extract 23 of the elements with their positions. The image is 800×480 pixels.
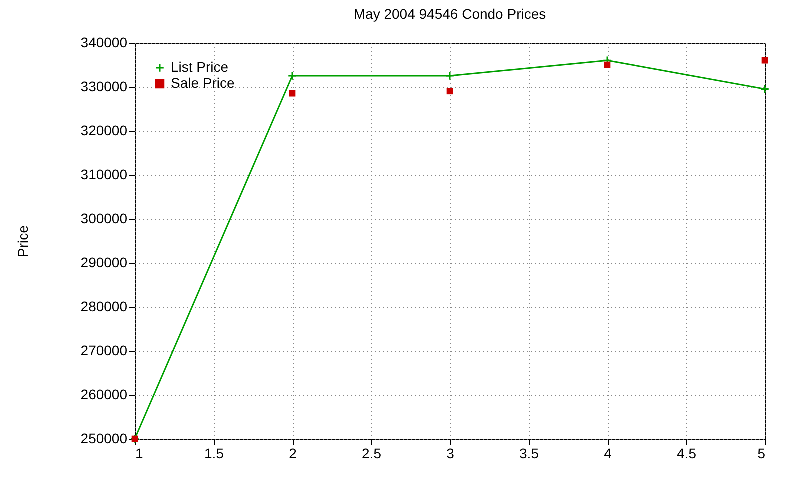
y-tick-label: 300000 xyxy=(80,210,128,226)
legend-label: List Price xyxy=(171,59,229,75)
x-tick-label: 3.5 xyxy=(520,446,540,462)
y-axis-title: Price xyxy=(14,225,31,258)
y-tick-label: 270000 xyxy=(80,342,128,358)
x-tick-label: 5 xyxy=(758,446,766,462)
x-tick-label: 2 xyxy=(289,446,298,462)
x-tick-label: 2.5 xyxy=(362,446,382,462)
y-tick-label: 290000 xyxy=(80,254,128,270)
x-tick-label: 3 xyxy=(446,446,455,462)
y-tick-label: 340000 xyxy=(80,34,128,50)
chart-title: May 2004 94546 Condo Prices xyxy=(354,6,546,22)
x-tick-label: 1.5 xyxy=(204,446,224,462)
y-tick-label: 310000 xyxy=(80,166,128,182)
x-tick-label: 4.5 xyxy=(677,446,697,462)
y-tick-label: 250000 xyxy=(80,430,128,446)
y-tick-label: 330000 xyxy=(80,78,128,94)
x-tick-label: 1 xyxy=(136,446,144,462)
y-tick-label: 260000 xyxy=(80,386,128,402)
x-tick-label: 4 xyxy=(604,446,612,462)
legend-label: Sale Price xyxy=(171,75,236,91)
y-tick-label: 280000 xyxy=(80,298,128,314)
y-tick-label: 320000 xyxy=(80,122,128,138)
